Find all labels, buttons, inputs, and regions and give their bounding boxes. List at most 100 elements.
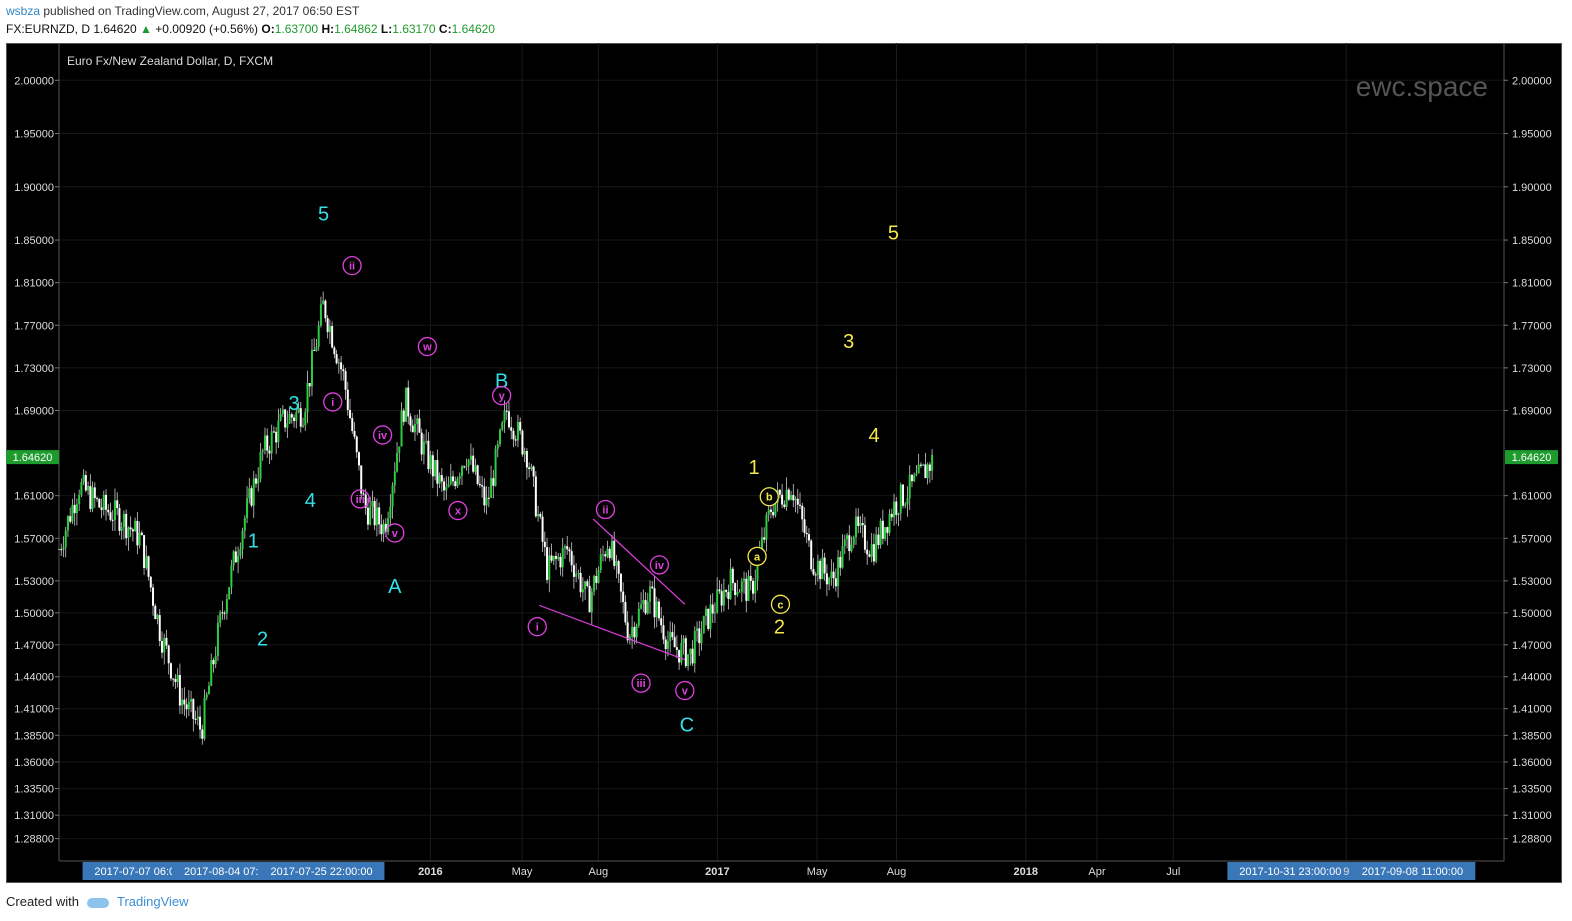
candle-body (671, 632, 674, 638)
last-price-badge-left (6, 450, 59, 465)
candle-body (169, 663, 172, 679)
candle-body (825, 573, 828, 585)
candles (58, 291, 934, 745)
grid (59, 43, 1504, 861)
candle-body (704, 608, 707, 617)
candle-body (319, 304, 322, 326)
y-tick-label-left: 1.73000 (14, 363, 54, 375)
wave-label: b (766, 492, 773, 504)
candle-body (420, 432, 423, 455)
candle-body (548, 555, 551, 580)
candle-body (615, 561, 618, 566)
x-tick-label: 2018 (1013, 866, 1037, 878)
candle-body (145, 556, 148, 569)
candle-body (165, 637, 168, 646)
candle-body (391, 485, 394, 507)
candle-body (194, 718, 197, 720)
candle-body (154, 605, 157, 620)
candle-body (729, 568, 732, 599)
candle-body (893, 501, 896, 518)
candle-body (241, 530, 244, 550)
candle-body (666, 641, 669, 650)
candle-body (931, 454, 934, 471)
candle-body (519, 421, 522, 431)
chart-frame (6, 43, 1562, 883)
wave-circle (595, 499, 616, 520)
candle-body (147, 556, 150, 577)
wave-circle (350, 489, 370, 509)
y-tick-label-left: 1.85000 (14, 235, 54, 247)
candle-body (203, 697, 206, 739)
candle-body (281, 409, 284, 414)
candle-body (861, 523, 864, 526)
wave-circle (770, 594, 791, 614)
candle-body (494, 448, 497, 486)
candle-body (602, 554, 605, 556)
y-tick-label-left: 1.57000 (14, 533, 54, 545)
candle-body (635, 625, 638, 638)
x-highlight-badge (1227, 862, 1354, 880)
candle-body (707, 608, 710, 629)
candle-body (113, 500, 116, 520)
candle-body (355, 436, 358, 453)
candle-body (501, 422, 504, 430)
candle-body (445, 486, 448, 491)
candle-body (125, 513, 128, 539)
wave-label: v (392, 528, 399, 540)
tradingview-link[interactable]: TradingView (116, 894, 189, 909)
candle-body (727, 591, 730, 599)
wave-label: 5 (888, 223, 899, 245)
wave-label: 2 (774, 617, 785, 639)
candle-body (326, 318, 329, 333)
candle-body (427, 440, 430, 470)
y-tick-label-left: 1.61000 (14, 491, 54, 503)
candle-body (290, 414, 293, 418)
candle-body (785, 489, 788, 508)
candle-body (315, 346, 318, 351)
candle-body (637, 608, 640, 626)
author-link[interactable]: wsbza (6, 4, 41, 18)
candle-body (158, 615, 161, 641)
candle-body (299, 408, 302, 427)
candle-body (787, 489, 790, 500)
candle-body (187, 701, 190, 710)
y-tick-label-left: 1.44000 (14, 672, 54, 684)
wave-label: ii (602, 505, 608, 517)
candle-body (460, 466, 463, 477)
y-tick-label-right: 1.85000 (1512, 235, 1552, 247)
candle-body (886, 527, 889, 533)
candle-body (310, 349, 313, 387)
candle-body (396, 452, 399, 472)
up-arrow-icon: ▲ (140, 22, 152, 36)
candle-body (411, 425, 414, 433)
y-tick-label-right: 1.41000 (1512, 704, 1552, 716)
wave-label: iv (378, 430, 388, 442)
wave-label: A (388, 576, 402, 598)
candle-body (843, 539, 846, 547)
candle-body (349, 410, 352, 419)
candle-body (754, 580, 757, 594)
wave-label: 4 (305, 490, 316, 512)
candle-body (232, 551, 235, 566)
candle-body (337, 362, 340, 364)
wave-label: 5 (318, 203, 329, 225)
candle-body (210, 660, 213, 686)
candle-body (579, 572, 582, 593)
y-tick-label-left: 1.41000 (14, 704, 54, 716)
candle-body (546, 547, 549, 580)
footer: Created with TradingView (6, 894, 189, 909)
candle-body (201, 729, 204, 739)
candle-body (393, 471, 396, 486)
candle-body (584, 581, 587, 590)
candle-body (550, 555, 553, 561)
wave-label: B (495, 371, 508, 393)
candle-body (850, 544, 853, 552)
candle-body (436, 460, 439, 484)
last-price-label-right: 1.64620 (1512, 452, 1552, 464)
candle-body (496, 444, 499, 449)
candle-body (207, 685, 210, 695)
candle-body (617, 561, 620, 574)
candle-body (295, 412, 298, 421)
y-tick-label-left: 1.53000 (14, 576, 54, 588)
